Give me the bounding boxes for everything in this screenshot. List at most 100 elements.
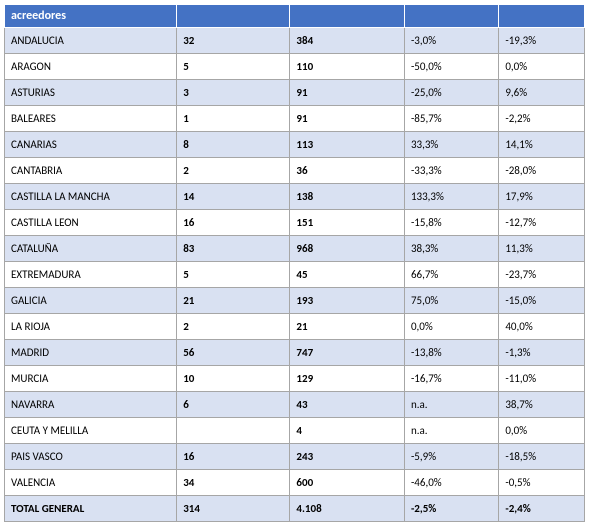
cell-value2: 129 <box>290 366 405 392</box>
cell-region: VALENCIA <box>5 470 177 496</box>
cell-region: TOTAL GENERAL <box>5 496 177 522</box>
cell-pct1: -5,9% <box>404 444 498 470</box>
cell-value2: 747 <box>290 340 405 366</box>
table-row: BALEARES191-85,7%-2,2% <box>5 106 585 132</box>
table-row: MADRID56747-13,8%-1,3% <box>5 340 585 366</box>
cell-region: BALEARES <box>5 106 177 132</box>
cell-pct1: -25,0% <box>404 80 498 106</box>
table-row: EXTREMADURA54566,7%-23,7% <box>5 262 585 288</box>
cell-value2: 151 <box>290 210 405 236</box>
cell-pct1: -16,7% <box>404 366 498 392</box>
cell-pct1: 33,3% <box>404 132 498 158</box>
cell-pct2: -23,7% <box>499 262 585 288</box>
cell-value1: 2 <box>177 314 290 340</box>
cell-region: MURCIA <box>5 366 177 392</box>
cell-value2: 21 <box>290 314 405 340</box>
cell-region: CANTABRIA <box>5 158 177 184</box>
cell-pct1: 66,7% <box>404 262 498 288</box>
cell-value1: 16 <box>177 444 290 470</box>
cell-pct2: 0,0% <box>499 418 585 444</box>
cell-value2: 43 <box>290 392 405 418</box>
cell-value2: 4 <box>290 418 405 444</box>
table-total-row: TOTAL GENERAL3144.108-2,5%-2,4% <box>5 496 585 522</box>
cell-value1: 5 <box>177 54 290 80</box>
header-acreedores: acreedores <box>5 5 177 28</box>
cell-pct1: n.a. <box>404 418 498 444</box>
cell-value1: 8 <box>177 132 290 158</box>
cell-region: CATALUÑA <box>5 236 177 262</box>
cell-region: ASTURIAS <box>5 80 177 106</box>
table-body: ANDALUCIA32384-3,0%-19,3%ARAGON5110-50,0… <box>5 28 585 522</box>
cell-value2: 91 <box>290 80 405 106</box>
table-row: CANARIAS811333,3%14,1% <box>5 132 585 158</box>
cell-value2: 138 <box>290 184 405 210</box>
table-row: VALENCIA34600-46,0%-0,5% <box>5 470 585 496</box>
cell-pct1: 0,0% <box>404 314 498 340</box>
table-header-row: acreedores <box>5 5 585 28</box>
table-row: NAVARRA643n.a.38,7% <box>5 392 585 418</box>
cell-pct2: -2,4% <box>499 496 585 522</box>
cell-value1: 3 <box>177 80 290 106</box>
cell-pct1: 38,3% <box>404 236 498 262</box>
cell-pct2: 40,0% <box>499 314 585 340</box>
table-row: CATALUÑA8396838,3%11,3% <box>5 236 585 262</box>
cell-pct1: n.a. <box>404 392 498 418</box>
cell-value2: 110 <box>290 54 405 80</box>
cell-value1 <box>177 418 290 444</box>
cell-value1: 314 <box>177 496 290 522</box>
cell-pct2: 17,9% <box>499 184 585 210</box>
cell-region: ANDALUCIA <box>5 28 177 54</box>
cell-pct2: 9,6% <box>499 80 585 106</box>
cell-value1: 14 <box>177 184 290 210</box>
cell-region: ARAGON <box>5 54 177 80</box>
table-row: LA RIOJA2210,0%40,0% <box>5 314 585 340</box>
cell-region: EXTREMADURA <box>5 262 177 288</box>
cell-value1: 16 <box>177 210 290 236</box>
cell-value2: 243 <box>290 444 405 470</box>
cell-pct2: -15,0% <box>499 288 585 314</box>
header-col3 <box>404 5 498 28</box>
cell-pct2: -1,3% <box>499 340 585 366</box>
cell-region: CASTILLA LA MANCHA <box>5 184 177 210</box>
cell-pct1: 133,3% <box>404 184 498 210</box>
cell-pct2: -2,2% <box>499 106 585 132</box>
cell-pct1: -33,3% <box>404 158 498 184</box>
table-row: MURCIA10129-16,7%-11,0% <box>5 366 585 392</box>
cell-region: CEUTA Y MELILLA <box>5 418 177 444</box>
cell-pct1: -85,7% <box>404 106 498 132</box>
cell-pct2: -0,5% <box>499 470 585 496</box>
cell-value2: 4.108 <box>290 496 405 522</box>
cell-pct2: -28,0% <box>499 158 585 184</box>
table-row: ASTURIAS391-25,0%9,6% <box>5 80 585 106</box>
cell-pct2: -19,3% <box>499 28 585 54</box>
cell-pct2: -12,7% <box>499 210 585 236</box>
table-row: PAIS VASCO16243-5,9%-18,5% <box>5 444 585 470</box>
cell-value2: 113 <box>290 132 405 158</box>
table-row: CANTABRIA236-33,3%-28,0% <box>5 158 585 184</box>
cell-region: PAIS VASCO <box>5 444 177 470</box>
cell-pct1: -2,5% <box>404 496 498 522</box>
cell-pct1: 75,0% <box>404 288 498 314</box>
cell-pct2: 14,1% <box>499 132 585 158</box>
cell-pct2: 11,3% <box>499 236 585 262</box>
cell-value2: 45 <box>290 262 405 288</box>
cell-value2: 600 <box>290 470 405 496</box>
table-row: CASTILLA LEON16151-15,8%-12,7% <box>5 210 585 236</box>
cell-region: MADRID <box>5 340 177 366</box>
cell-pct2: 38,7% <box>499 392 585 418</box>
cell-region: GALICIA <box>5 288 177 314</box>
cell-value1: 6 <box>177 392 290 418</box>
cell-value1: 34 <box>177 470 290 496</box>
cell-value2: 36 <box>290 158 405 184</box>
cell-region: CASTILLA LEON <box>5 210 177 236</box>
cell-value1: 21 <box>177 288 290 314</box>
cell-pct1: -46,0% <box>404 470 498 496</box>
cell-value2: 968 <box>290 236 405 262</box>
cell-pct2: -11,0% <box>499 366 585 392</box>
table-row: CASTILLA LA MANCHA14138133,3%17,9% <box>5 184 585 210</box>
cell-pct1: -13,8% <box>404 340 498 366</box>
cell-value1: 32 <box>177 28 290 54</box>
cell-value2: 193 <box>290 288 405 314</box>
table-row: GALICIA2119375,0%-15,0% <box>5 288 585 314</box>
cell-pct2: 0,0% <box>499 54 585 80</box>
